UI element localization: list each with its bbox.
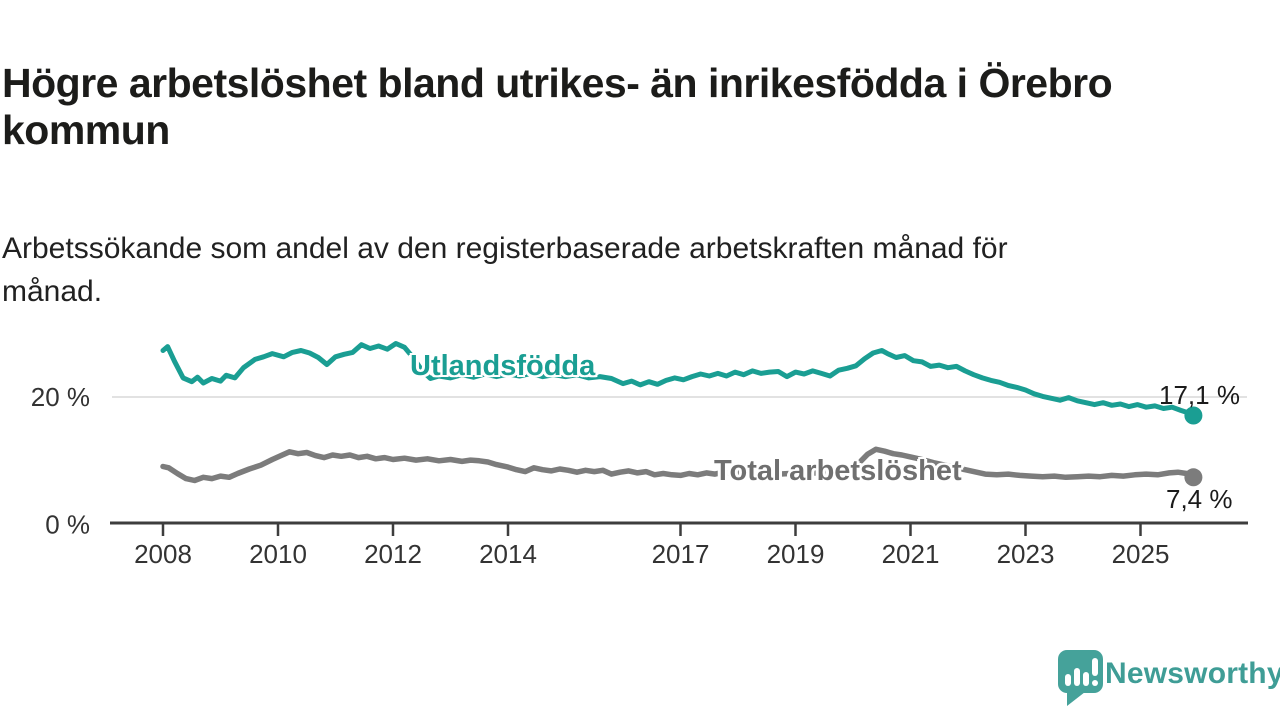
page-title: Högre arbetslöshet bland utrikes- än inr… [2, 60, 1113, 154]
series-end-dot-utlandsfodda [1184, 406, 1203, 425]
y-axis-tick-label: 0 % [45, 510, 90, 540]
x-axis-tick-label-2008: 2008 [134, 539, 192, 569]
series-end-dot-total-arbetsloshet [1184, 468, 1203, 487]
series-label-total-arbetsloshet: Total arbetslöshet [714, 455, 962, 487]
series-line-utlandsfodda [160, 341, 1196, 418]
x-axis-tick-label-2014: 2014 [479, 539, 537, 569]
end-value-label-total: 7,4 % [1166, 484, 1233, 514]
x-axis-tick-label-2025: 2025 [1112, 539, 1170, 569]
series-line-total-arbetsloshet [160, 446, 1197, 484]
end-value-label-utlandsfodda: 17,1 % [1159, 380, 1240, 410]
chart-subtitle: Arbetssökande som andel av den registerb… [2, 232, 1008, 308]
x-axis-tick-label-2019: 2019 [767, 539, 825, 569]
x-axis-tick-label-2017: 2017 [652, 539, 710, 569]
x-axis-tick-label-2010: 2010 [249, 539, 307, 569]
x-axis-tick-label-2012: 2012 [364, 539, 422, 569]
x-axis-tick-label-2023: 2023 [997, 539, 1055, 569]
newsworthy-logo-icon [1058, 650, 1103, 706]
x-axis-tick-label-2021: 2021 [882, 539, 940, 569]
y-axis-tick-label: 20 % [31, 382, 90, 412]
series-label-utlandsfodda: Utlandsfödda [410, 350, 596, 382]
brand-name: Newsworthy [1105, 657, 1280, 690]
